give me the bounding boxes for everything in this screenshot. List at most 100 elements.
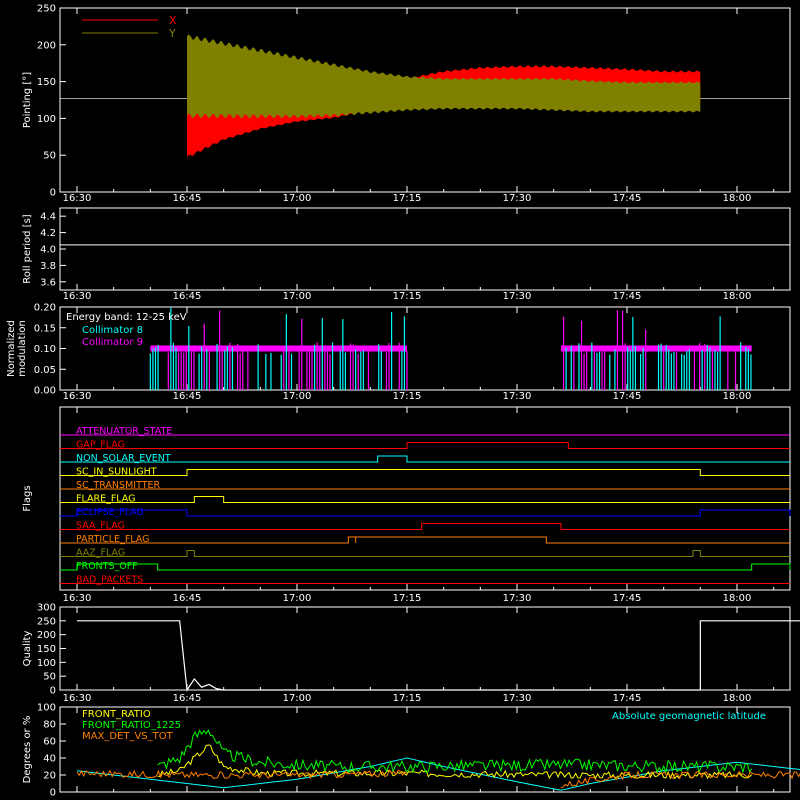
- x-tick-label: 16:30: [63, 193, 92, 204]
- y-tick-label: 3.8: [40, 261, 56, 272]
- y-axis-label: modulation: [17, 320, 28, 377]
- y-tick-label: 200: [37, 40, 56, 51]
- panel-frame: [59, 7, 791, 193]
- x-tick-label: 16:45: [173, 291, 202, 302]
- panel-flags: 16:30 16:45 17:00 17:15 17:30 17:45 18:00 Flags…: [22, 406, 791, 604]
- x-tick-label: 18:00: [723, 193, 752, 204]
- y-tick-label: 100: [37, 703, 56, 714]
- series-line-MAX_DET_VS_TOT: [560, 770, 800, 789]
- y-tick-label: 0.20: [34, 303, 56, 314]
- flag-line: [60, 563, 791, 571]
- y-tick-label: 4.0: [40, 245, 56, 256]
- x-tick-label: 17:00: [283, 593, 312, 604]
- x-tick-label: 16:30: [63, 593, 92, 604]
- panel-ratios: 0 20 40 60 80 100 Degrees or % FRONT_RATIOFRONT…: [22, 703, 800, 799]
- x-tick-label: 17:15: [393, 693, 422, 704]
- x-tick-label: 17:45: [613, 593, 642, 604]
- y-tick-label: 0: [50, 188, 56, 199]
- y-tick-label: 150: [37, 77, 56, 88]
- annotation-label: Absolute geomagnetic latitude: [612, 711, 766, 722]
- series-line: [157, 728, 753, 775]
- y-tick-label: 0.00: [34, 386, 56, 397]
- flag-label: SC_IN_SUNLIGHT: [76, 467, 157, 478]
- quality-line: [77, 620, 800, 692]
- x-tick-label: 17:45: [613, 693, 642, 704]
- y-tick-label: 0: [50, 788, 56, 799]
- x-tick-label: 17:45: [613, 291, 642, 302]
- x-tick-label: 17:45: [613, 391, 642, 402]
- flag-label: ECLIPSE_FLAG: [76, 507, 144, 518]
- legend-label: X: [169, 14, 177, 27]
- x-tick-label: 17:45: [613, 193, 642, 204]
- y-axis-label: Flags: [22, 485, 33, 511]
- x-tick-label: 16:45: [173, 193, 202, 204]
- legend-label: MAX_DET_VS_TOT: [82, 731, 174, 742]
- x-tick-label: 18:00: [723, 291, 752, 302]
- panel-frame: [59, 706, 791, 793]
- y-tick-label: 50: [43, 672, 56, 683]
- legend-label: Y: [168, 27, 176, 40]
- x-tick-label: 16:30: [63, 291, 92, 302]
- panel-roll-period: 16:30 16:45 17:00 17:15 17:30 17:45 18:00 3.6 3.…: [22, 207, 791, 302]
- flag-line: [60, 536, 790, 544]
- x-tick-label: 17:00: [283, 391, 312, 402]
- x-tick-label: 16:45: [173, 593, 202, 604]
- y-tick-label: 0.10: [34, 344, 56, 355]
- flag-line: [60, 509, 791, 517]
- y-axis-label: Roll period [s]: [22, 214, 33, 283]
- y-tick-label: 200: [37, 630, 56, 641]
- flag-label: FRONTS_OFF: [76, 561, 138, 572]
- x-tick-label: 16:30: [63, 693, 92, 704]
- series-line-MAX_DET_VS_TOT: [76, 769, 408, 780]
- flag-label: PARTICLE_FLAG: [76, 534, 149, 545]
- y-tick-label: 60: [43, 737, 56, 748]
- y-tick-label: 250: [37, 4, 56, 15]
- x-tick-label: 16:45: [173, 391, 202, 402]
- flag-label: ATTENUATOR_STATE: [76, 426, 172, 437]
- y-tick-label: 0.05: [34, 365, 56, 376]
- flag-label: NON_SOLAR_EVENT: [76, 453, 171, 464]
- flag-label: SC_TRANSMITTER: [76, 480, 161, 491]
- flag-label: GAP_FLAG: [76, 440, 125, 451]
- x-tick-label: 17:30: [503, 291, 532, 302]
- y-tick-label: 80: [43, 720, 56, 731]
- y-tick-label: 4.4: [40, 212, 56, 223]
- x-tick-label: 18:00: [723, 391, 752, 402]
- flag-label: FLARE_FLAG: [76, 494, 136, 505]
- y-tick-label: 3.6: [40, 277, 56, 288]
- series-band-Y: [187, 34, 701, 119]
- flag-label: AAZ_FLAG: [76, 548, 125, 559]
- y-tick-label: 40: [43, 754, 56, 765]
- y-tick-label: 300: [37, 603, 56, 614]
- y-tick-label: 100: [37, 658, 56, 669]
- panel-frame: [59, 406, 791, 591]
- x-tick-label: 17:15: [393, 391, 422, 402]
- x-tick-label: 18:00: [723, 593, 752, 604]
- x-tick-label: 17:15: [393, 193, 422, 204]
- legend-label: FRONT_RATIO_1225: [82, 720, 181, 731]
- flag-line: [60, 523, 790, 530]
- y-tick-label: 0.15: [34, 323, 56, 334]
- y-axis-label: Normalized: [6, 320, 17, 377]
- panel-modulation: 16:30 16:45 17:00 17:15 17:30 17:45 18:00 0.00 0…: [6, 303, 791, 402]
- x-tick-label: 18:00: [723, 693, 752, 704]
- x-tick-label: 17:00: [283, 693, 312, 704]
- x-tick-label: 17:30: [503, 693, 532, 704]
- y-tick-label: 250: [37, 616, 56, 627]
- panel-pointing: 16:30 16:45 17:00 17:15 17:30 17:45 18:00 0 50 10…: [22, 4, 791, 204]
- y-tick-label: 20: [43, 771, 56, 782]
- x-tick-label: 17:00: [283, 291, 312, 302]
- energy-band-annotation: Energy band: 12-25 keV: [66, 312, 187, 323]
- flag-line: [60, 496, 790, 503]
- y-tick-label: 50: [43, 151, 56, 162]
- y-tick-label: 100: [37, 114, 56, 125]
- flag-line: [60, 442, 790, 449]
- x-tick-label: 17:30: [503, 193, 532, 204]
- x-tick-label: 17:00: [283, 193, 312, 204]
- y-tick-label: 4.2: [40, 228, 56, 239]
- x-tick-label: 17:15: [393, 291, 422, 302]
- flag-line: [60, 469, 790, 476]
- flag-label: SAA_FLAG: [76, 521, 125, 532]
- x-tick-label: 17:30: [503, 391, 532, 402]
